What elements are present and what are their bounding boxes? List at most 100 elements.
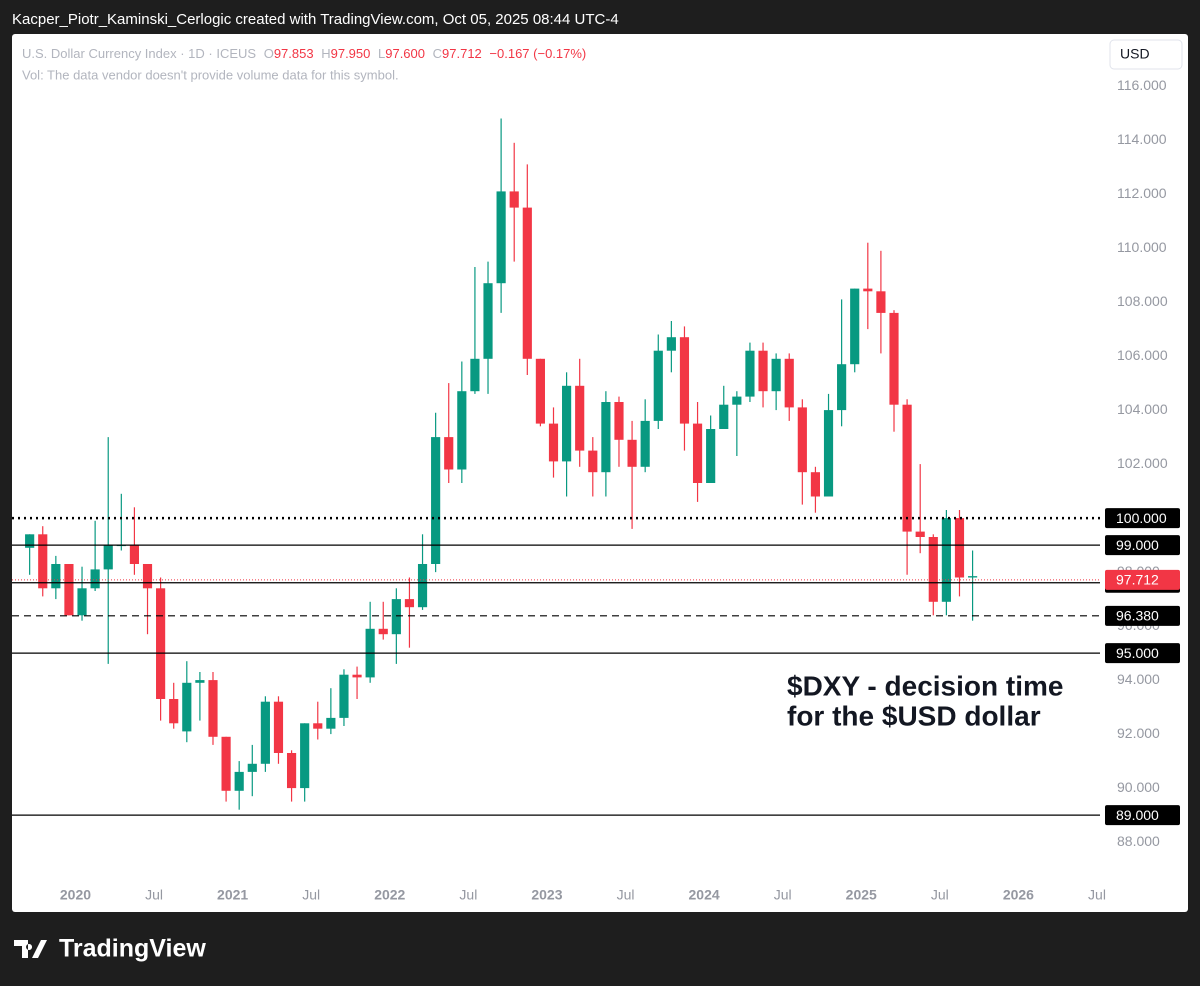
level-label-box — [1105, 508, 1180, 529]
ohlc-key: C — [433, 46, 442, 61]
candle-body — [548, 423, 559, 462]
y-tick-label: 112.000 — [1117, 185, 1167, 201]
candle-body — [247, 763, 257, 772]
y-tick-label: 90.000 — [1117, 779, 1160, 795]
x-tick-label: 2024 — [689, 887, 720, 903]
y-tick-label: 92.000 — [1117, 725, 1160, 741]
candle-body — [588, 450, 598, 473]
candle-body — [260, 701, 270, 764]
x-tick-label: 2023 — [531, 887, 562, 903]
level-label: 96.380 — [1116, 608, 1159, 624]
brand-logo: TradingView — [14, 935, 206, 963]
candle-body — [129, 545, 139, 564]
candle-body — [706, 429, 716, 483]
candle-body — [208, 680, 218, 737]
y-tick-label: 94.000 — [1117, 671, 1160, 687]
candle-body — [653, 350, 663, 421]
candle-body — [182, 682, 192, 732]
candle-body — [954, 518, 965, 578]
caption: Kacper_Piotr_Kaminski_Cerlogic created w… — [12, 11, 619, 28]
candle-body — [784, 358, 794, 408]
candle-body — [837, 364, 847, 411]
candle-body — [352, 674, 362, 678]
x-tick-label: 2021 — [217, 887, 248, 903]
candle-body — [928, 536, 938, 602]
x-tick-label: Jul — [302, 887, 320, 903]
currency-button[interactable] — [1109, 39, 1183, 70]
level-label-box — [1105, 805, 1180, 826]
x-tick-label: Jul — [774, 887, 792, 903]
candle-body — [300, 723, 310, 789]
candle-body — [142, 563, 153, 589]
level-label: 99.000 — [1116, 537, 1159, 553]
x-tick-label: Jul — [931, 887, 949, 903]
candle-body — [614, 402, 624, 440]
x-tick-label: Jul — [1088, 887, 1106, 903]
currency-label[interactable]: USD — [1120, 46, 1150, 62]
candle-body — [823, 410, 834, 497]
brand-icon — [14, 940, 47, 958]
y-tick-label: 102.000 — [1117, 455, 1168, 471]
x-tick-label: Jul — [617, 887, 635, 903]
candle-body — [221, 736, 231, 791]
level-label: 100.000 — [1116, 510, 1167, 526]
candle-body — [627, 439, 637, 467]
candle-body — [863, 288, 873, 292]
level-label: 89.000 — [1116, 807, 1159, 823]
candle-body — [169, 698, 179, 724]
last-price-box — [1105, 569, 1180, 590]
candle-body — [313, 723, 323, 729]
candle-body — [273, 701, 284, 753]
y-tick-label: 116.000 — [1117, 77, 1167, 93]
symbol: U.S. Dollar Currency Index · 1D · ICEUS — [22, 46, 256, 61]
candle-body — [797, 407, 807, 473]
level-label-box — [1105, 643, 1180, 664]
candle-body — [417, 563, 428, 608]
ohlc-value: 97.853 — [274, 46, 314, 61]
x-tick-label: 2025 — [846, 887, 877, 903]
level-label: 95.000 — [1116, 645, 1159, 661]
candle-body — [679, 337, 690, 424]
x-tick-label: Jul — [459, 887, 477, 903]
candle-body — [562, 385, 572, 462]
candle-body — [758, 350, 768, 392]
volume-note: Vol: The data vendor doesn't provide vol… — [22, 67, 399, 82]
candle-body — [286, 752, 297, 789]
ohlc-value: 97.712 — [442, 46, 482, 61]
candle-body — [640, 420, 650, 467]
x-tick-label: 2022 — [374, 887, 405, 903]
candle-body — [90, 569, 100, 589]
candle-body — [103, 545, 113, 570]
candle-body — [522, 207, 532, 359]
candle-body — [483, 283, 493, 359]
candle-body — [941, 518, 951, 602]
candle-body — [234, 771, 244, 791]
candle-body — [810, 472, 821, 497]
candle-body — [339, 674, 349, 718]
annotation: $DXY - decision time — [787, 670, 1063, 701]
brand-name: TradingView — [59, 935, 206, 963]
candle-body — [378, 628, 388, 635]
ohlc-key: H — [321, 46, 330, 61]
candle-body — [509, 191, 519, 208]
candle-body — [444, 437, 454, 470]
candle-body — [391, 599, 401, 635]
y-tick-label: 104.000 — [1117, 401, 1168, 417]
candle-body — [575, 385, 585, 451]
candle-body — [470, 358, 480, 392]
annotation: for the $USD dollar — [787, 700, 1041, 731]
level-label-box — [1105, 605, 1180, 626]
candle-body — [431, 437, 441, 564]
candle-body — [38, 534, 48, 589]
y-tick-label: 114.000 — [1117, 131, 1167, 147]
candle-body — [195, 680, 205, 683]
x-tick-label: 2020 — [60, 887, 91, 903]
candle-body — [692, 423, 703, 483]
last-price-label: 97.712 — [1116, 572, 1159, 588]
chart-panel — [12, 34, 1188, 912]
candle-body — [496, 191, 506, 284]
y-tick-label: 108.000 — [1117, 293, 1168, 309]
ohlc-key: O — [264, 46, 274, 61]
candle-body — [902, 404, 912, 532]
candle-body — [666, 337, 676, 351]
